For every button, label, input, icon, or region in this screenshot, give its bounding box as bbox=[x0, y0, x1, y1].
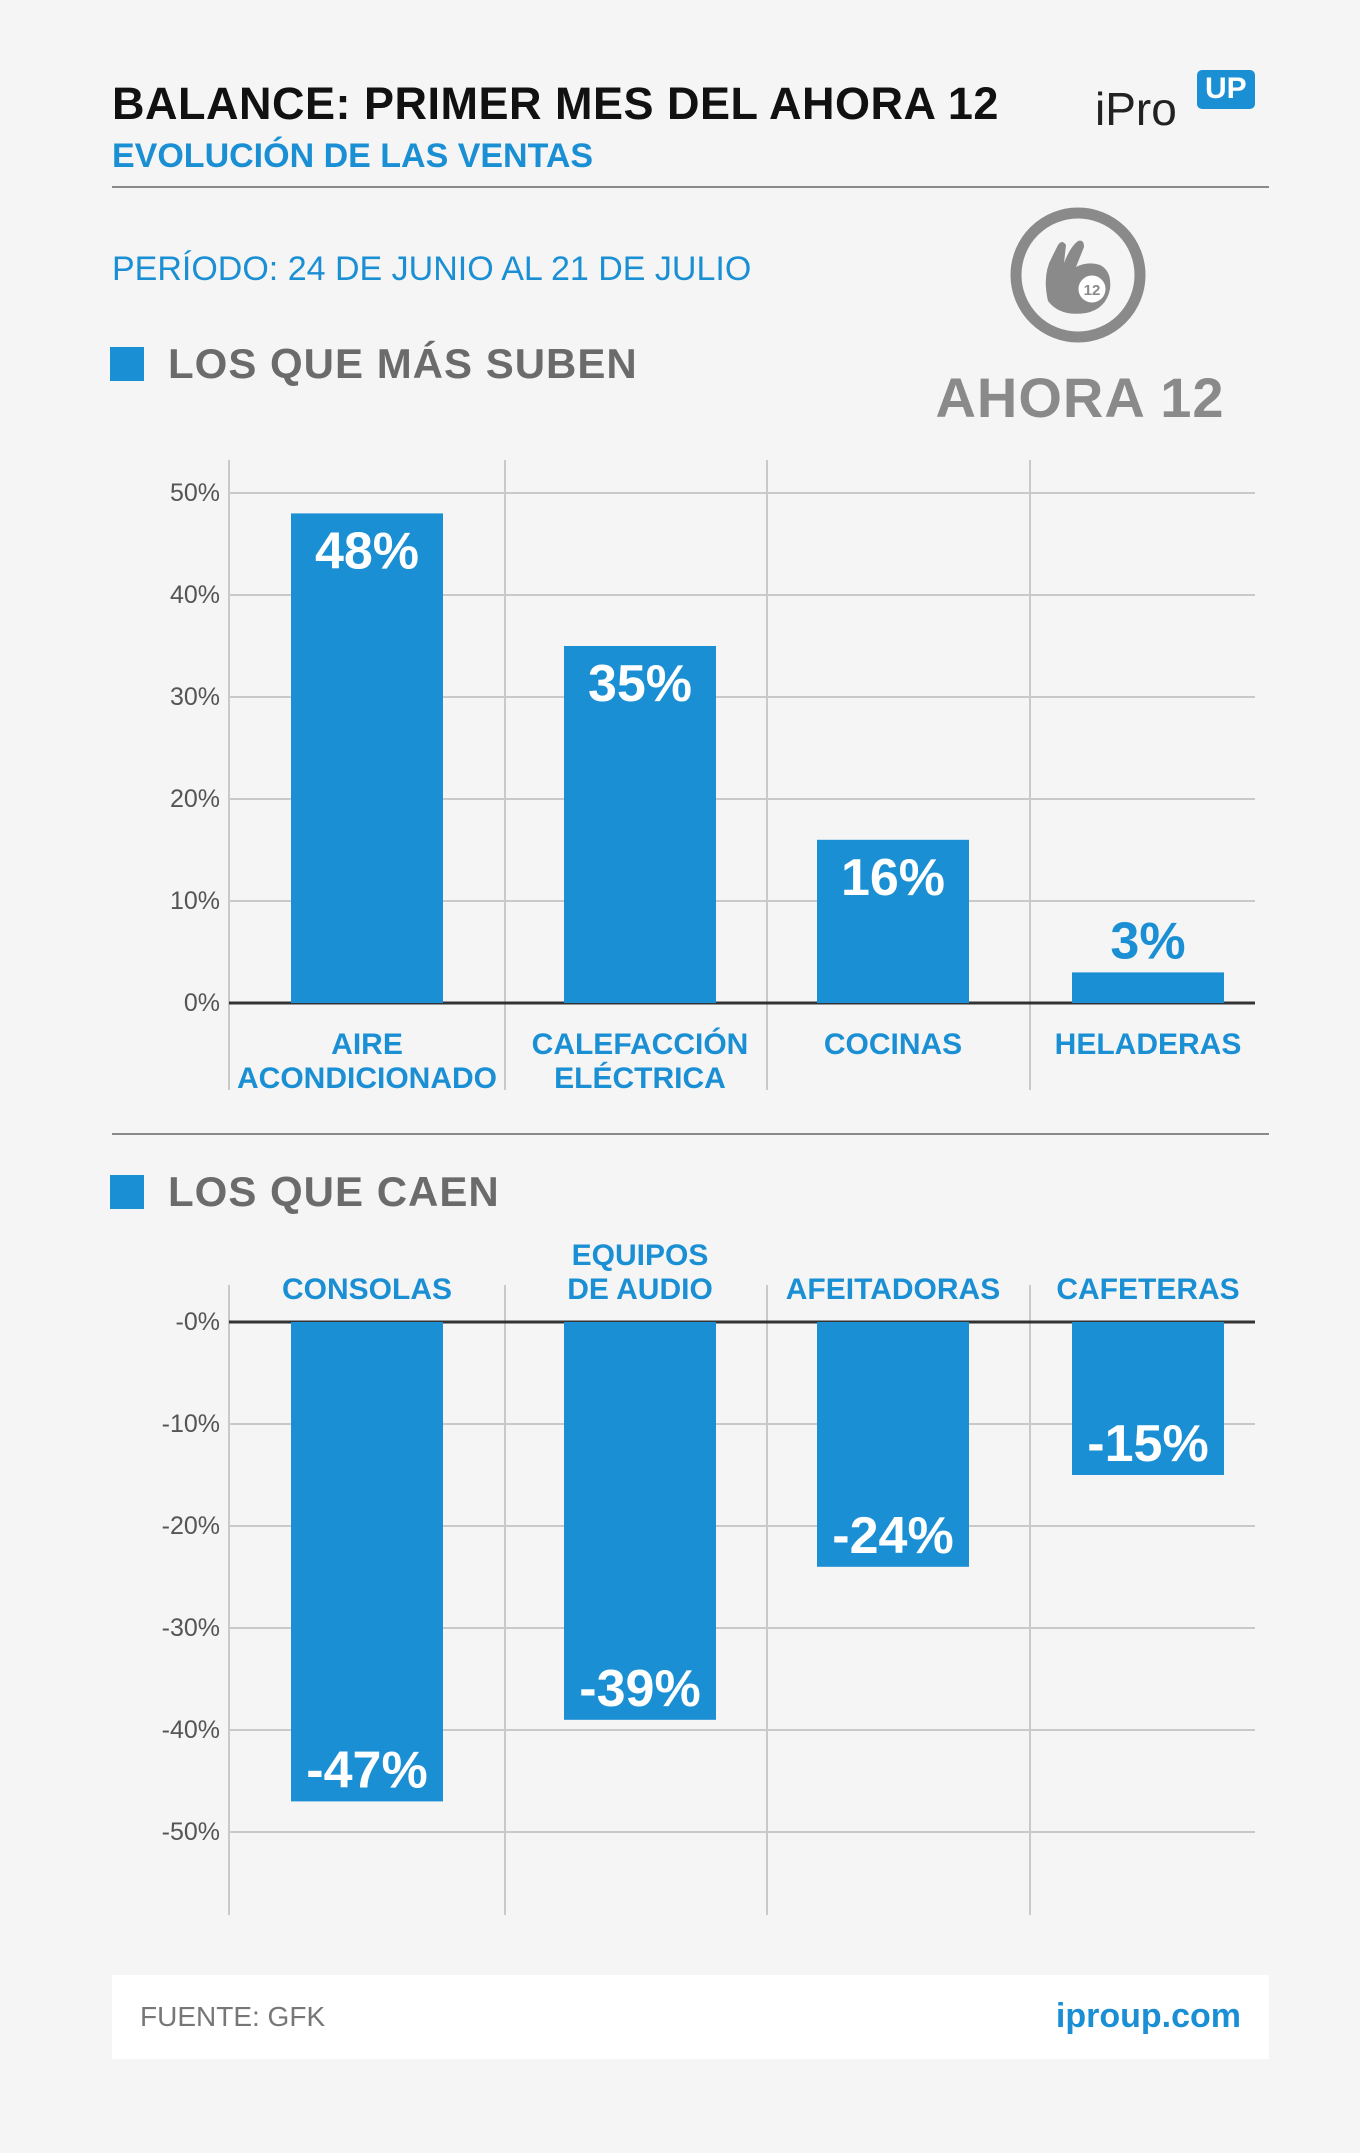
chart-up-ytick-label-5: 50% bbox=[170, 479, 220, 507]
chart-up-ytick-label-0: 0% bbox=[184, 989, 220, 1017]
section-up-title: LOS QUE MÁS SUBEN bbox=[168, 340, 638, 387]
chart-down-bar-0 bbox=[291, 1322, 443, 1802]
chart-up-ytick-label-4: 40% bbox=[170, 581, 220, 609]
chart-up: 0% 10% 20% 30% 40% 50% 48% 35% 16% 3% AIREACONDICI… bbox=[170, 460, 1255, 1095]
chart-down-category-label-0-0: CONSOLAS bbox=[282, 1273, 452, 1306]
chart-down-value-label-2: -24% bbox=[832, 1507, 953, 1565]
section-down-heading: LOS QUE CAEN bbox=[110, 1168, 500, 1216]
ahora12-logo: 12 AHORA 12 bbox=[920, 205, 1240, 435]
page-title: BALANCE: PRIMER MES DEL AHORA 12 bbox=[112, 78, 999, 129]
chart-down-value-label-1: -39% bbox=[579, 1660, 700, 1718]
chart-up-ytick-label-3: 30% bbox=[170, 683, 220, 711]
chart-up-bar-0 bbox=[291, 513, 443, 1003]
chart-down-ytick-label-5: -50% bbox=[162, 1818, 220, 1846]
chart-down-bar-1 bbox=[564, 1322, 716, 1720]
chart-up-category-label-2-0: COCINAS bbox=[824, 1028, 962, 1061]
logo-wordmark: AHORA 12 bbox=[935, 366, 1225, 429]
brand-up-badge: UP bbox=[1197, 70, 1255, 109]
hand-twelve-icon: 12 bbox=[1010, 207, 1146, 343]
chart-up-category-label-0-1: ACONDICIONADO bbox=[237, 1062, 497, 1095]
section-up-marker bbox=[110, 347, 144, 381]
chart-up-ytick-label-2: 20% bbox=[170, 785, 220, 813]
chart-down-bar-2 bbox=[817, 1322, 969, 1567]
chart-up-value-label-2: 16% bbox=[841, 849, 945, 907]
chart-up-category-label-1-0: CALEFACCIÓN bbox=[532, 1027, 749, 1061]
chart-up-category-label-0-0: AIRE bbox=[331, 1028, 403, 1061]
footer-bar: FUENTE: GFK iproup.com bbox=[112, 1975, 1269, 2059]
chart-up-value-label-3: 3% bbox=[1110, 912, 1185, 970]
section-down-title: LOS QUE CAEN bbox=[168, 1168, 500, 1215]
period-label: PERÍODO: 24 DE JUNIO AL 21 DE JULIO bbox=[112, 250, 752, 288]
page-subtitle: EVOLUCIÓN DE LAS VENTAS bbox=[112, 137, 594, 175]
chart-down-bar-3 bbox=[1072, 1322, 1224, 1475]
header-divider bbox=[112, 186, 1269, 188]
footer-source: FUENTE: GFK bbox=[140, 2001, 326, 2032]
chart-down-category-label-3-0: CAFETERAS bbox=[1056, 1273, 1239, 1306]
chart-down-ytick-label-0: -0% bbox=[176, 1308, 220, 1336]
footer-url-link[interactable]: iproup.com bbox=[1055, 1997, 1241, 2035]
mid-divider bbox=[112, 1133, 1269, 1135]
chart-down-value-label-0: -47% bbox=[306, 1741, 427, 1799]
chart-down: -0% -10% -20% -30% -40% -50% -47% -39% -24% -15% C… bbox=[162, 1239, 1255, 1915]
chart-up-value-label-0: 48% bbox=[315, 522, 419, 580]
brand-ipro-text: iPro bbox=[1095, 83, 1177, 135]
chart-up-bar-3 bbox=[1072, 972, 1224, 1003]
chart-down-ytick-label-3: -30% bbox=[162, 1614, 220, 1642]
chart-up-category-label-1-1: ELÉCTRICA bbox=[554, 1061, 726, 1095]
chart-up-ytick-label-1: 10% bbox=[170, 887, 220, 915]
iproup-brand-logo: iPro UP bbox=[1095, 70, 1270, 145]
chart-down-ytick-label-4: -40% bbox=[162, 1716, 220, 1744]
section-down-marker bbox=[110, 1175, 144, 1209]
chart-up-value-label-1: 35% bbox=[588, 655, 692, 713]
chart-down-category-label-1-1: DE AUDIO bbox=[567, 1273, 713, 1306]
section-up-heading: LOS QUE MÁS SUBEN bbox=[110, 340, 638, 388]
chart-down-category-label-2-0: AFEITADORAS bbox=[786, 1273, 1000, 1306]
chart-up-bar-2 bbox=[817, 839, 969, 1003]
chart-down-ytick-label-1: -10% bbox=[162, 1410, 220, 1438]
chart-down-value-label-3: -15% bbox=[1087, 1415, 1208, 1473]
chart-down-ytick-label-2: -20% bbox=[162, 1512, 220, 1540]
chart-up-bar-1 bbox=[564, 646, 716, 1003]
logo-badge-number: 12 bbox=[1084, 282, 1101, 299]
chart-down-category-label-1-0: EQUIPOS bbox=[572, 1239, 709, 1272]
chart-up-category-label-3-0: HELADERAS bbox=[1055, 1028, 1242, 1061]
